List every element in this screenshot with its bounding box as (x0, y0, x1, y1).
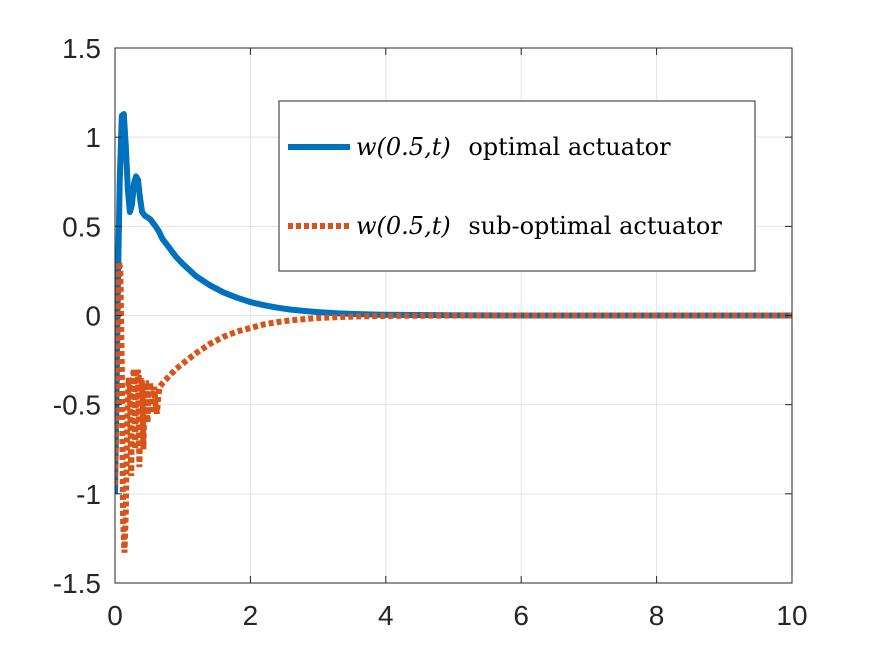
y-tick-label: 0 (85, 301, 101, 332)
y-tick-label: -1.5 (53, 568, 101, 599)
x-tick-label: 10 (776, 600, 807, 631)
y-tick-label: 0.5 (62, 211, 101, 242)
tick-marks (114, 47, 793, 584)
legend-label-optimal: w(0.5,t) optimal actuator (356, 133, 671, 161)
x-tick-label: 0 (107, 600, 123, 631)
y-tick-label: -1 (76, 479, 101, 510)
legend-math-suboptimal: w(0.5,t) (356, 212, 451, 240)
legend-math-optimal: w(0.5,t) (356, 133, 451, 161)
x-tick-label: 4 (378, 600, 394, 631)
y-tick-label: -0.5 (53, 390, 101, 421)
y-tick-label: 1 (85, 122, 101, 153)
legend-label-suboptimal: w(0.5,t) sub-optimal actuator (356, 212, 722, 240)
y-tick-labels: -1.5 -1 -0.5 0 0.5 1 1.5 (53, 33, 101, 599)
y-tick-label: 1.5 (62, 33, 101, 64)
series-line-suboptimal (115, 261, 792, 553)
series-layer (115, 111, 792, 553)
x-tick-labels: 0 2 4 6 8 10 (107, 600, 807, 631)
x-tick-label: 2 (243, 600, 259, 631)
x-tick-label: 8 (649, 600, 665, 631)
legend-box (278, 100, 756, 272)
x-tick-label: 6 (513, 600, 529, 631)
legend-text-suboptimal: sub-optimal actuator (468, 212, 722, 240)
legend-text-optimal: optimal actuator (468, 133, 671, 161)
series-line-optimal (115, 111, 792, 494)
legend: w(0.5,t) optimal actuator w(0.5,t) sub-o… (278, 100, 756, 272)
